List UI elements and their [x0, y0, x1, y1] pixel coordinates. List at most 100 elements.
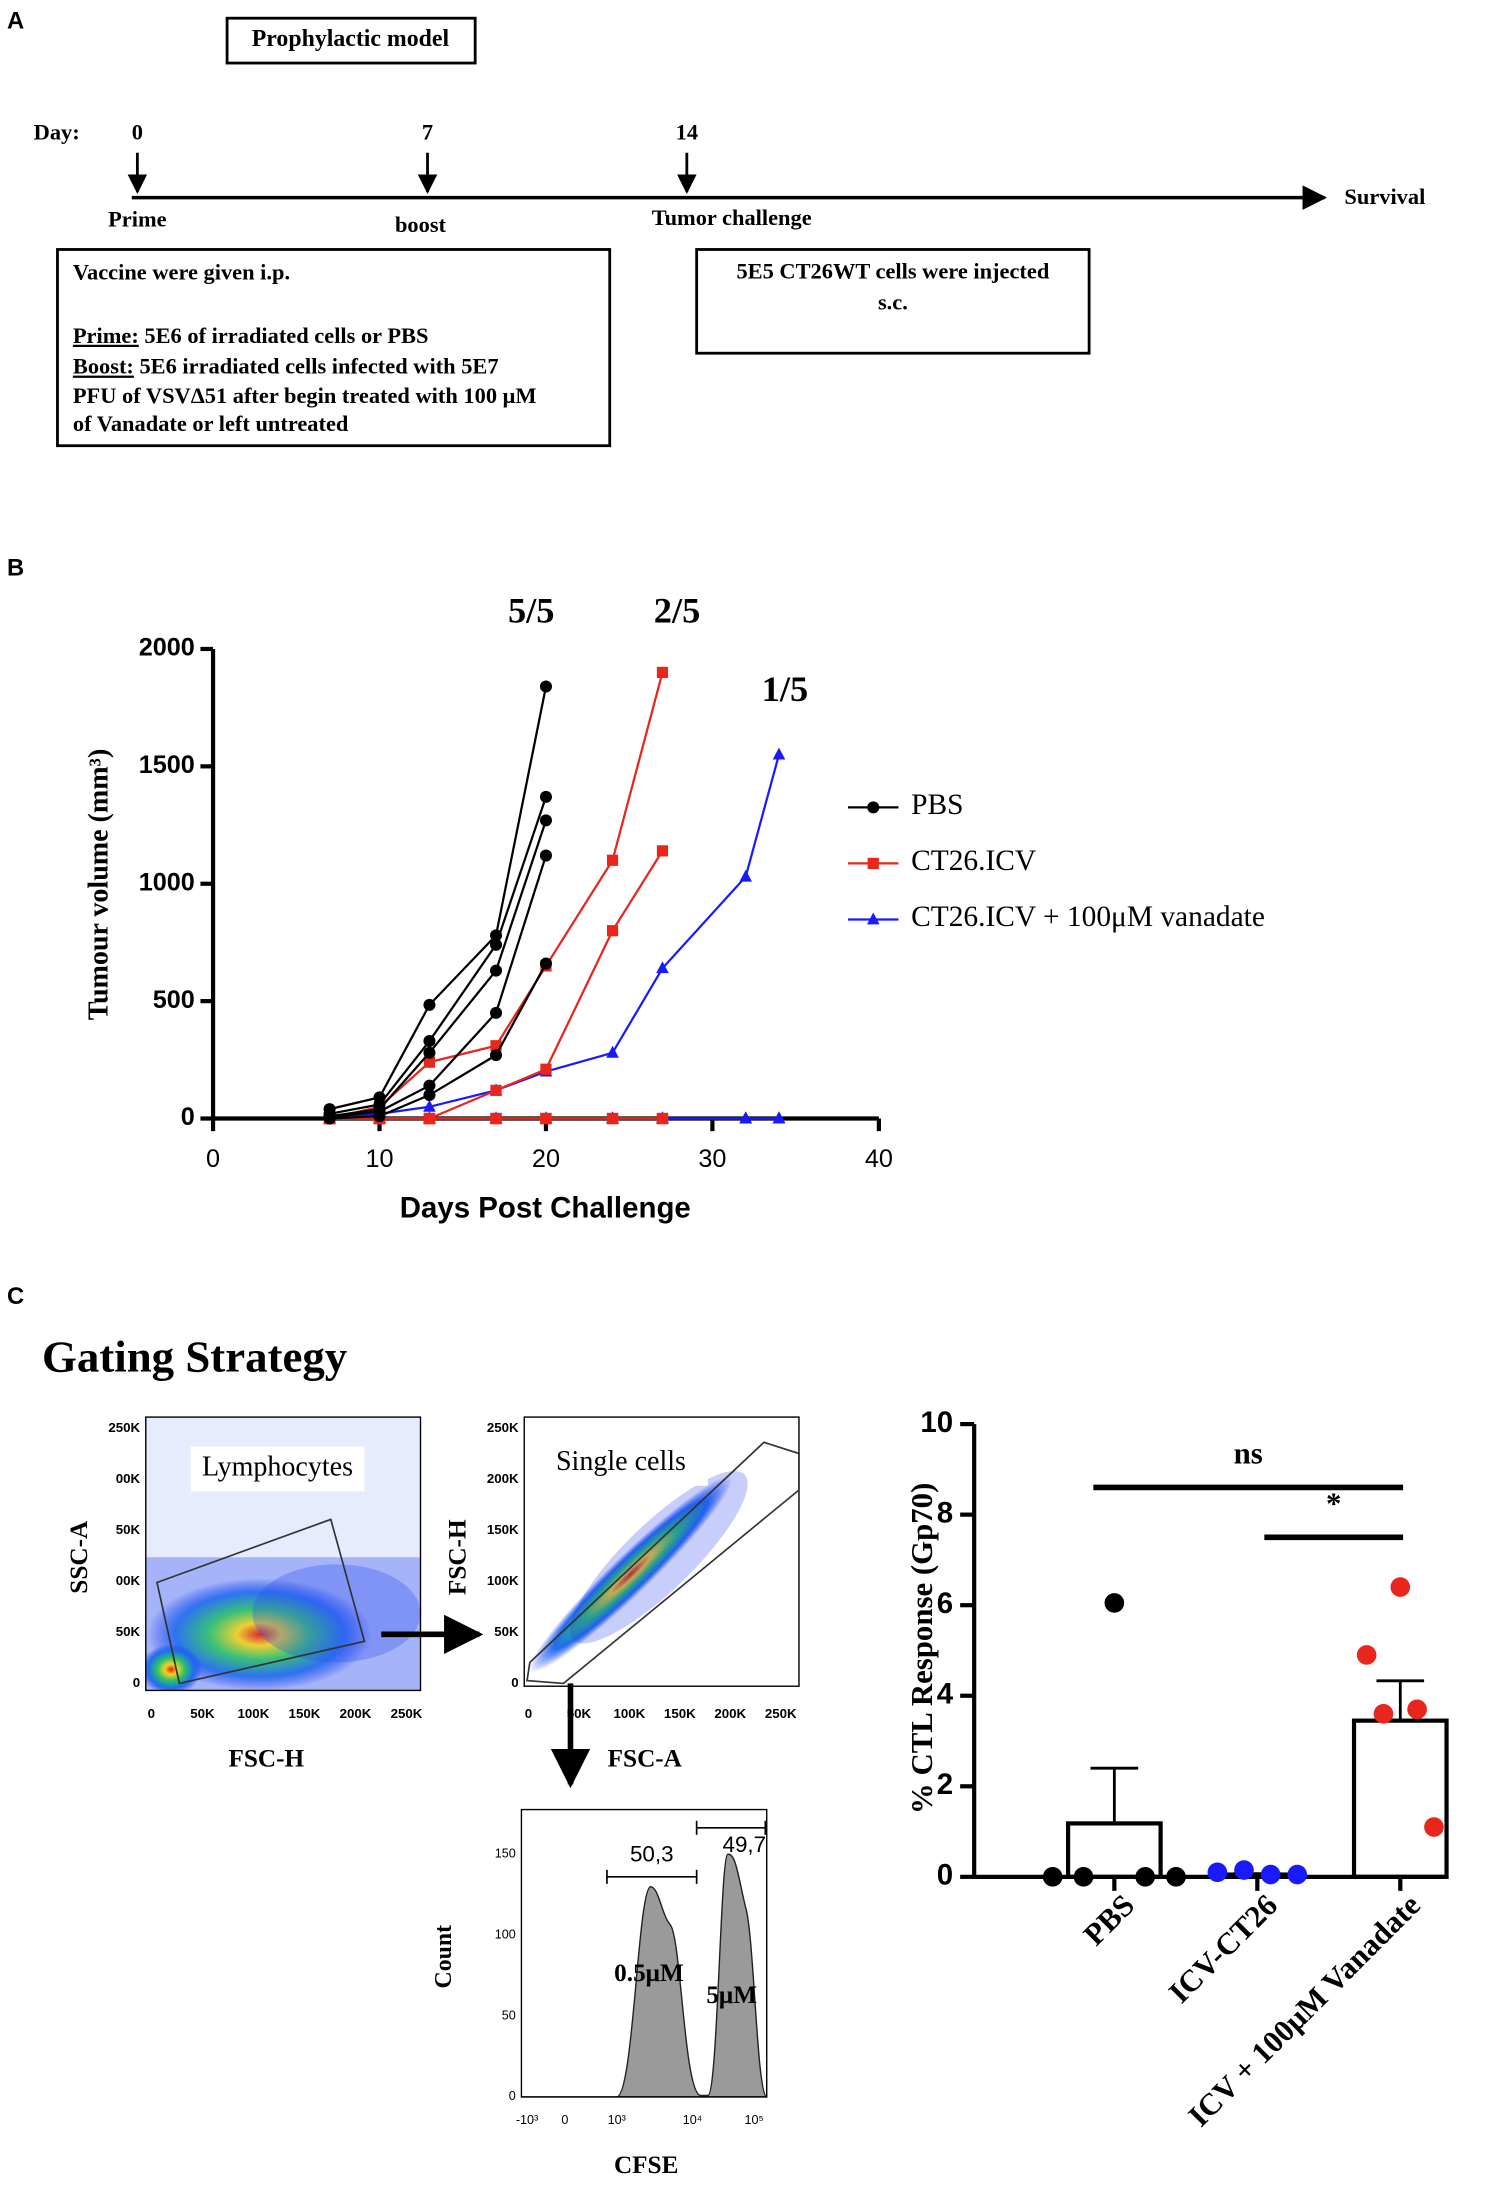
y-tick-label: 6: [937, 1587, 953, 1620]
x-tick-label: 50K: [567, 1706, 592, 1721]
point: [423, 998, 436, 1011]
series-line: [329, 819, 548, 1118]
gate: [526, 1441, 800, 1685]
x-tick-label: 10⁵: [744, 2113, 763, 2127]
bar: [1351, 1718, 1449, 1879]
x-tick-label: 200K: [340, 1706, 372, 1721]
y-tick-label: 50: [502, 2008, 516, 2022]
box-text: PFU of VSVΔ51 after begin treated with 1…: [73, 383, 537, 408]
point: [489, 1049, 503, 1062]
day: 7: [422, 120, 433, 145]
y-tick-label: 0: [181, 1103, 195, 1131]
x-tick-label: 100K: [613, 1706, 645, 1721]
y-tick-label: 10: [920, 1406, 953, 1439]
x-tick-label: 50K: [190, 1706, 215, 1721]
x-tick-label: 0: [561, 2113, 568, 2127]
x-tick-label: 10: [365, 1145, 393, 1173]
point: [423, 1056, 436, 1068]
box-line: PFU of VSVΔ51 after begin treated with 1…: [73, 383, 537, 408]
data-point: [1234, 1860, 1254, 1880]
box-term: Boost:: [73, 354, 134, 379]
y-tick-label: 2000: [139, 634, 195, 662]
y-tick-label: 100: [495, 1927, 516, 1941]
y-tick-label: 0: [937, 1859, 953, 1892]
point: [490, 1040, 502, 1052]
event: Prime: [108, 207, 167, 232]
x-tick-label: 250K: [765, 1706, 797, 1721]
data-point: [1356, 1645, 1377, 1665]
x-tick-label: 100K: [238, 1706, 270, 1721]
point: [489, 1006, 503, 1019]
x-tick-label: 0: [525, 1706, 532, 1721]
x-tick-label: 150K: [664, 1706, 696, 1721]
plot-frame: [523, 1416, 800, 1687]
x-axis-label: Days Post Challenge: [400, 1191, 691, 1224]
y-tick-label: 50K: [116, 1522, 141, 1537]
density-plot-single-cells: [529, 1471, 748, 1673]
peak-label: 5μM: [706, 1982, 757, 2009]
significance-label: *: [1326, 1487, 1341, 1521]
gate: [156, 1518, 366, 1685]
point: [539, 680, 552, 693]
y-tick-label: 1000: [139, 868, 195, 896]
y-tick-label: 4: [937, 1678, 954, 1711]
plot-frame: [145, 1416, 422, 1692]
x-tick-label: 200K: [714, 1706, 746, 1721]
x-tick-label: PBS: [1077, 1888, 1141, 1952]
y-axis-label: FSC-H: [445, 1519, 472, 1595]
box-text: of Vanadate or left untreated: [73, 411, 349, 436]
point: [490, 1112, 502, 1125]
gate-value: 50,3: [630, 1842, 674, 1867]
point: [423, 1046, 436, 1059]
series-line: [329, 850, 664, 1120]
point: [606, 1045, 619, 1058]
x-tick-label: ICV-CT26: [1162, 1888, 1284, 2010]
challenge-box: [695, 248, 1091, 355]
point: [656, 1112, 669, 1125]
legend-marker: [867, 801, 880, 814]
y-tick-label: 2: [937, 1768, 953, 1801]
point: [490, 1084, 502, 1096]
gate-value: 49,7: [722, 1832, 766, 1857]
data-point: [1135, 1867, 1155, 1887]
x-tick-label: 10⁴: [683, 2113, 702, 2127]
model-title: Prophylactic model: [252, 26, 450, 52]
point: [539, 849, 552, 862]
y-tick-label: 100K: [487, 1573, 519, 1588]
timeline-end: Survival: [1344, 184, 1425, 209]
box-line: Vaccine were given i.p.: [73, 260, 290, 285]
box-line: Prime: 5E6 of irradiated cells or PBS: [73, 323, 429, 348]
gate-label: Lymphocytes: [202, 1451, 353, 1482]
data-point: [1407, 1699, 1427, 1720]
point: [539, 814, 552, 827]
y-axis-label: Tumour volume (mm³): [83, 749, 114, 1020]
point: [656, 961, 669, 974]
y-axis-label: % CTL Response (Gp70): [905, 1483, 939, 1814]
panel-label: C: [7, 1283, 24, 1310]
box-line: of Vanadate or left untreated: [73, 411, 349, 436]
y-tick-label: 0: [511, 1675, 518, 1690]
point: [423, 1089, 436, 1102]
y-tick-label: 150: [495, 1847, 516, 1861]
point: [739, 869, 753, 882]
x-axis-label: FSC-A: [608, 1745, 683, 1772]
event: Tumor challenge: [652, 205, 812, 230]
point: [423, 1099, 436, 1112]
point: [373, 1110, 386, 1123]
point: [606, 1112, 619, 1125]
y-tick-label: 00K: [116, 1573, 141, 1588]
plot-frame: [520, 1808, 768, 2098]
box-line: Boost: 5E6 irradiated cells infected wit…: [73, 354, 499, 379]
box-line: s.c.: [878, 289, 908, 314]
point: [323, 1112, 336, 1125]
y-tick-label: 500: [153, 986, 195, 1014]
y-axis-label: Count: [431, 1925, 457, 1989]
annotation: 2/5: [654, 590, 701, 630]
gate-brackets: [606, 1820, 767, 1884]
data-point: [1166, 1867, 1186, 1887]
x-tick-label: ICV + 100μM Vanadate: [1182, 1888, 1427, 2133]
annotation: 5/5: [508, 590, 555, 630]
x-tick-label: -10³: [516, 2113, 538, 2127]
y-tick-label: 0: [133, 1675, 140, 1690]
